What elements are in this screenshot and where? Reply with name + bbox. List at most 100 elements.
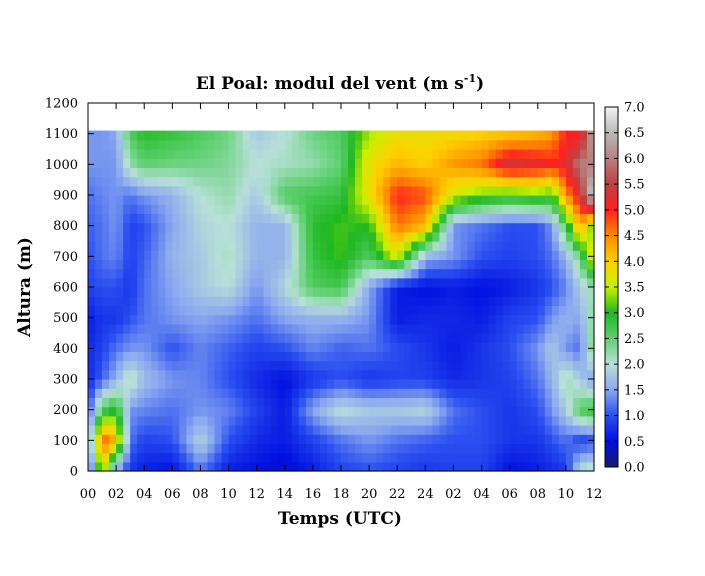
- heatmap-cell: [172, 231, 180, 242]
- heatmap-cell: [579, 443, 588, 454]
- heatmap-cell: [341, 461, 349, 472]
- heatmap-cell: [565, 305, 574, 316]
- heatmap-cell: [256, 130, 265, 141]
- heatmap-cell: [109, 259, 117, 270]
- heatmap-cell: [172, 379, 180, 389]
- heatmap-cell: [305, 195, 314, 205]
- heatmap-cell: [586, 360, 595, 371]
- heatmap-cell: [172, 415, 180, 426]
- heatmap-cell: [481, 379, 490, 389]
- heatmap-cell: [214, 314, 223, 325]
- heatmap-cell: [404, 139, 412, 150]
- heatmap-cell: [453, 425, 462, 435]
- heatmap-cell: [425, 222, 433, 233]
- heatmap-cell: [235, 277, 244, 288]
- heatmap-cell: [130, 185, 138, 196]
- heatmap-cell: [369, 369, 377, 380]
- heatmap-cell: [130, 231, 138, 242]
- heatmap-cell: [116, 204, 124, 214]
- heatmap-cell: [221, 461, 230, 472]
- heatmap-cell: [544, 314, 553, 325]
- heatmap-cell: [319, 176, 328, 187]
- heatmap-cell: [516, 443, 525, 454]
- heatmap-cell: [558, 452, 567, 463]
- heatmap-cell: [404, 259, 412, 270]
- heatmap-cell: [193, 231, 202, 242]
- heatmap-cell: [312, 241, 321, 251]
- heatmap-cell: [474, 130, 483, 141]
- heatmap-cell: [214, 268, 223, 279]
- heatmap-cell: [355, 158, 363, 168]
- heatmap-cell: [326, 452, 335, 463]
- heatmap-cell: [453, 452, 462, 463]
- heatmap-cell: [369, 406, 377, 417]
- heatmap-cell: [432, 379, 440, 389]
- heatmap-cell: [102, 268, 110, 279]
- heatmap-cell: [256, 388, 265, 398]
- heatmap-cell: [144, 406, 152, 417]
- heatmap-cell: [397, 388, 405, 398]
- heatmap-cell: [488, 259, 497, 270]
- x-tick-label: 00: [80, 487, 97, 502]
- heatmap-cell: [404, 231, 412, 242]
- heatmap-cell: [144, 415, 152, 426]
- heatmap-cell: [467, 388, 476, 398]
- heatmap-cell: [425, 185, 433, 196]
- heatmap-cell: [256, 287, 265, 297]
- heatmap-cell: [179, 443, 187, 454]
- heatmap-cell: [221, 333, 230, 343]
- heatmap-cell: [270, 195, 279, 205]
- heatmap-cell: [348, 296, 356, 306]
- heatmap-cell: [102, 139, 110, 150]
- heatmap-cell: [390, 342, 398, 352]
- heatmap-cell: [530, 158, 539, 168]
- heatmap-cell: [228, 323, 237, 334]
- colorbar-ticks: 0.00.51.01.52.02.53.03.54.04.55.05.56.06…: [605, 101, 645, 476]
- y-tick-label: 1200: [45, 97, 78, 112]
- heatmap-cell: [109, 268, 117, 279]
- heatmap-cell: [516, 415, 525, 426]
- heatmap-cell: [432, 277, 440, 288]
- heatmap-cell: [312, 222, 321, 233]
- heatmap-cell: [481, 158, 490, 168]
- heatmap-cell: [263, 213, 272, 224]
- heatmap-cell: [355, 305, 363, 316]
- heatmap-cell: [502, 305, 511, 316]
- heatmap-cell: [95, 379, 103, 389]
- heatmap-cell: [453, 287, 462, 297]
- heatmap-cell: [221, 305, 230, 316]
- heatmap-cell: [102, 461, 110, 472]
- heatmap-cell: [200, 277, 209, 288]
- heatmap-cell: [221, 241, 230, 251]
- heatmap-cell: [88, 213, 96, 224]
- heatmap-cell: [270, 415, 279, 426]
- heatmap-cell: [544, 176, 553, 187]
- heatmap-cell: [383, 204, 391, 214]
- heatmap-cell: [502, 277, 511, 288]
- heatmap-cell: [221, 425, 230, 435]
- heatmap-cell: [214, 241, 223, 251]
- heatmap-cell: [144, 443, 152, 454]
- heatmap-cell: [558, 213, 567, 224]
- heatmap-cell: [151, 167, 159, 178]
- x-tick-label: 06: [164, 487, 181, 502]
- heatmap-cell: [179, 425, 187, 435]
- heatmap-cell: [116, 139, 124, 150]
- heatmap-cell: [249, 204, 258, 214]
- heatmap-cell: [544, 406, 553, 417]
- heatmap-cell: [439, 250, 448, 260]
- heatmap-cell: [305, 452, 314, 463]
- heatmap-cell: [312, 342, 321, 352]
- heatmap-cell: [312, 296, 321, 306]
- heatmap-cell: [509, 360, 518, 371]
- heatmap-cell: [95, 342, 103, 352]
- heatmap-cell: [242, 314, 251, 325]
- heatmap-cell: [369, 388, 377, 398]
- heatmap-cell: [298, 204, 307, 214]
- heatmap-cell: [586, 323, 595, 334]
- heatmap-cell: [348, 333, 356, 343]
- heatmap-cell: [123, 388, 131, 398]
- heatmap-cell: [572, 305, 581, 316]
- heatmap-cell: [256, 443, 265, 454]
- heatmap-cell: [242, 130, 251, 141]
